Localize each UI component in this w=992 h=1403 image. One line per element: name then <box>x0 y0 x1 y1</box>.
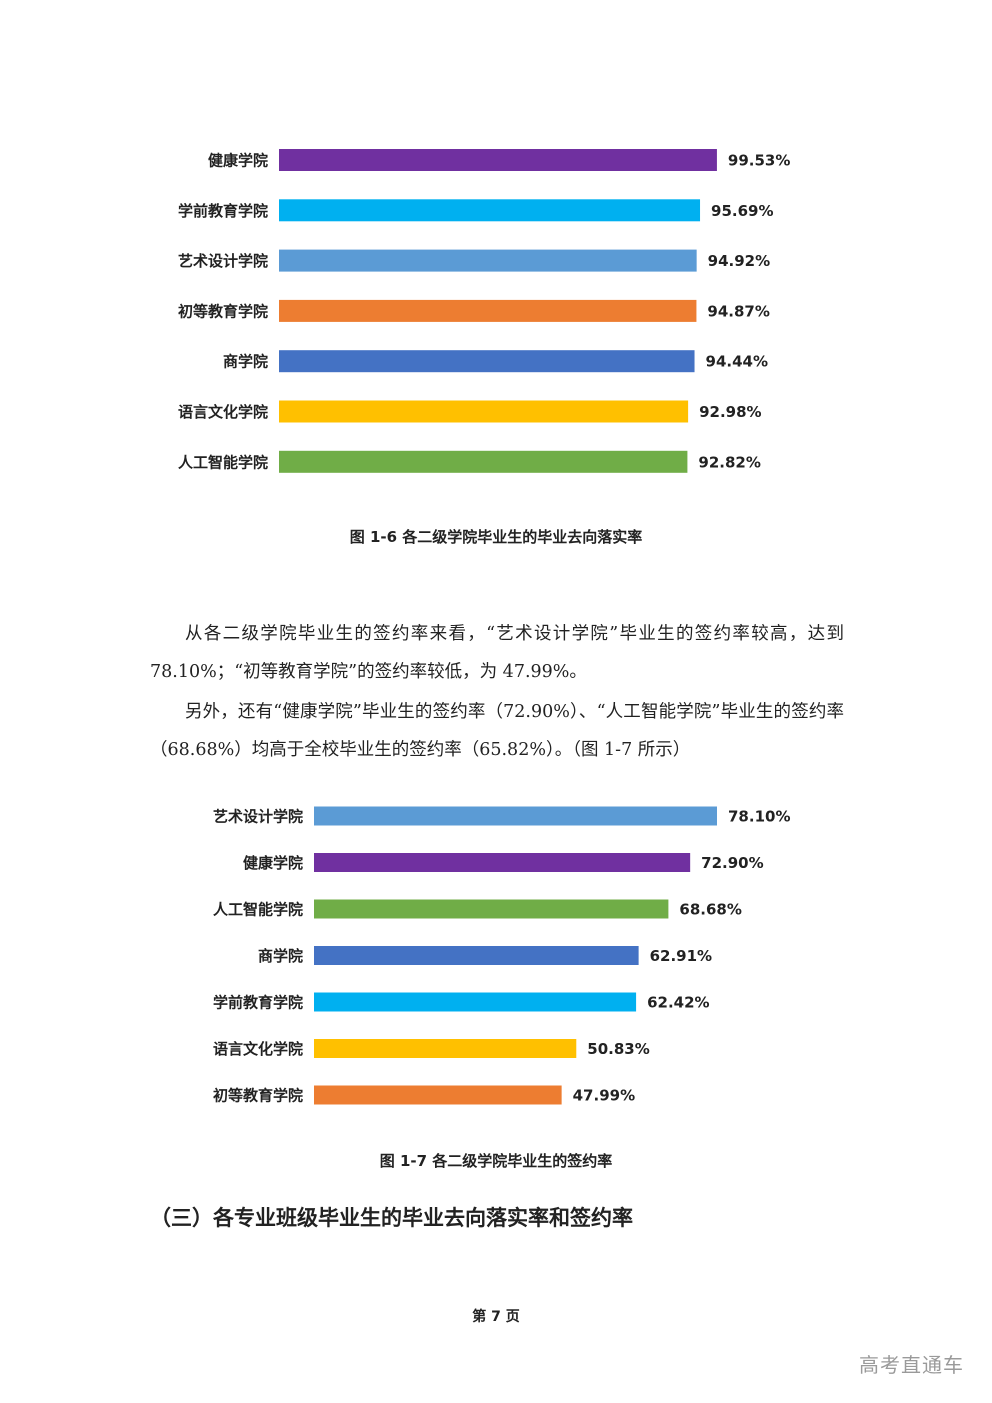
graduation-rate-value-label: 95.69% <box>711 202 773 220</box>
signing-rate-bar <box>314 853 691 872</box>
signing-rate-value-label: 68.68% <box>679 901 741 919</box>
chart-graduation-rate-caption: 图 1-6 各二级学院毕业生的毕业去向落实率 <box>349 528 643 546</box>
graduation-rate-bar <box>279 299 697 322</box>
signing-rate-category-label: 初等教育学院 <box>213 1087 303 1105</box>
graduation-rate-bar <box>279 199 701 222</box>
signing-rate-category-label: 学前教育学院 <box>213 994 303 1012</box>
graduation-rate-value-label: 99.53% <box>728 152 790 170</box>
graduation-rate-value-label: 92.82% <box>698 453 760 471</box>
signing-rate-value-label: 47.99% <box>573 1087 635 1105</box>
signing-rate-bar <box>314 992 637 1012</box>
signing-rate-category-label: 语言文化学院 <box>213 1040 303 1058</box>
signing-rate-category-label: 人工智能学院 <box>213 901 303 919</box>
signing-rate-category-label: 健康学院 <box>243 854 303 872</box>
signing-rate-category-label: 商学院 <box>258 947 303 965</box>
section-heading: （三）各专业班级毕业生的毕业去向落实率和签约率 <box>150 1206 633 1230</box>
graduation-rate-value-label: 94.44% <box>706 353 768 371</box>
graduation-rate-category-label: 人工智能学院 <box>178 453 268 471</box>
signing-rate-value-label: 62.42% <box>647 994 709 1012</box>
signing-rate-bar <box>314 899 669 919</box>
graduation-rate-category-label: 语言文化学院 <box>178 403 268 421</box>
signing-rate-value-label: 72.90% <box>701 854 763 872</box>
chart-graduation-rate: 健康学院 99.53% 学前教育学院 95.69% 艺术设计学院 94.92% 初等教育学院… <box>0 138 992 488</box>
signing-rate-category-label: 艺术设计学院 <box>213 808 303 826</box>
graduation-rate-value-label: 92.98% <box>699 403 761 421</box>
graduation-rate-category-label: 学前教育学院 <box>178 202 268 220</box>
graduation-rate-bar <box>279 350 695 373</box>
graduation-rate-category-label: 初等教育学院 <box>178 302 268 320</box>
chart-signing-rate-caption: 图 1-7 各二级学院毕业生的签约率 <box>379 1152 613 1170</box>
graduation-rate-bar <box>279 249 697 272</box>
graduation-rate-bar <box>279 400 689 423</box>
graduation-rate-category-label: 健康学院 <box>208 152 268 170</box>
graduation-rate-value-label: 94.92% <box>708 252 770 270</box>
chart-graduation-rate-svg: 健康学院 99.53% 学前教育学院 95.69% 艺术设计学院 94.92% 初等教育学院… <box>178 149 790 473</box>
page-number: 第 7 页 <box>472 1309 520 1325</box>
graduation-rate-category-label: 商学院 <box>223 353 268 371</box>
paragraph-signing-rate-comparison: 另外，还有“健康学院”毕业生的签约率（72.90%）、“人工智能学院”毕业生的签… <box>150 702 844 760</box>
graduation-rate-bar <box>279 450 688 473</box>
paragraph-signing-rate-summary: 从各二级学院毕业生的签约率来看，“艺术设计学院”毕业生的签约率较高，达到 78.… <box>150 624 844 682</box>
signing-rate-value-label: 50.83% <box>587 1040 649 1058</box>
graduation-rate-category-label: 艺术设计学院 <box>178 252 268 270</box>
signing-rate-bar <box>314 1085 562 1105</box>
signing-rate-bar <box>314 806 717 826</box>
signing-rate-value-label: 62.91% <box>650 947 712 965</box>
chart-signing-rate-svg: 艺术设计学院 78.10% 健康学院 72.90% 人工智能学院 68.68% 商学院 62.… <box>213 806 790 1105</box>
graduation-rate-bar <box>279 149 717 171</box>
signing-rate-bar <box>314 946 639 965</box>
signing-rate-value-label: 78.10% <box>728 808 790 826</box>
signing-rate-bar <box>314 1039 577 1058</box>
watermark: 高考直通车 <box>859 1353 964 1377</box>
graduation-rate-value-label: 94.87% <box>707 302 769 320</box>
chart-signing-rate: 艺术设计学院 78.10% 健康学院 72.90% 人工智能学院 68.68% 商学院 62.… <box>0 796 992 1126</box>
